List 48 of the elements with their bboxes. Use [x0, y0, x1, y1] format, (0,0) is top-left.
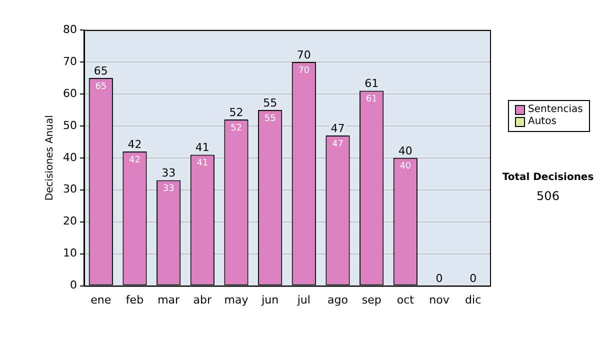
text: 506: [536, 189, 560, 203]
x-tick-label: may: [224, 293, 249, 306]
text: Total Decisiones: [501, 172, 595, 183]
x-tick-label: ene: [90, 293, 112, 306]
x-tick-label: dic: [465, 293, 482, 306]
data-label: 65: [95, 82, 107, 92]
y-tick-label: 60: [62, 86, 77, 100]
total-label: 33: [162, 166, 176, 180]
total-label: 52: [229, 106, 244, 119]
total-label: 42: [128, 138, 142, 151]
x-tick-label: ago: [328, 293, 348, 306]
legend-label: Sentencias: [528, 104, 583, 116]
total-label: 70: [296, 48, 311, 62]
y-tick-label: 50: [62, 118, 77, 132]
y-tick-label: 40: [62, 150, 77, 164]
total-label: 61: [364, 77, 379, 90]
total-label: 40: [398, 144, 412, 158]
total-label: 41: [195, 141, 210, 154]
x-tick-label: mar: [158, 293, 180, 306]
total-label: 65: [94, 64, 108, 78]
total-label: 47: [330, 122, 345, 135]
total-label: 0: [470, 272, 477, 286]
y-tick-label: 10: [62, 246, 77, 260]
legend-label: Autos: [528, 116, 556, 128]
x-tick-label: jul: [296, 293, 310, 306]
data-label: 55: [264, 114, 276, 124]
x-tick-label: abr: [193, 293, 212, 306]
y-tick-label: 70: [62, 54, 77, 68]
data-label: 52: [230, 123, 242, 134]
total-label: 0: [436, 272, 443, 286]
y-tick-label: 0: [70, 278, 77, 292]
data-label: 33: [162, 184, 174, 194]
y-tick-label: 20: [62, 214, 77, 228]
x-tick-label: sep: [362, 293, 382, 306]
total-label: 55: [263, 96, 278, 110]
data-label: 61: [366, 94, 378, 105]
data-label: 47: [332, 139, 344, 150]
x-tick-label: oct: [396, 293, 415, 306]
x-tick-label: jun: [260, 293, 279, 306]
data-label: 41: [196, 158, 208, 169]
y-axis-title: Decisiones Anual: [44, 115, 56, 201]
y-tick-label: 30: [62, 182, 77, 196]
data-label: 40: [400, 162, 412, 172]
y-tick-label: 80: [62, 22, 77, 36]
x-tick-label: feb: [126, 293, 144, 306]
x-tick-label: nov: [429, 293, 450, 306]
data-label: 70: [298, 66, 310, 76]
data-label: 42: [129, 155, 140, 166]
